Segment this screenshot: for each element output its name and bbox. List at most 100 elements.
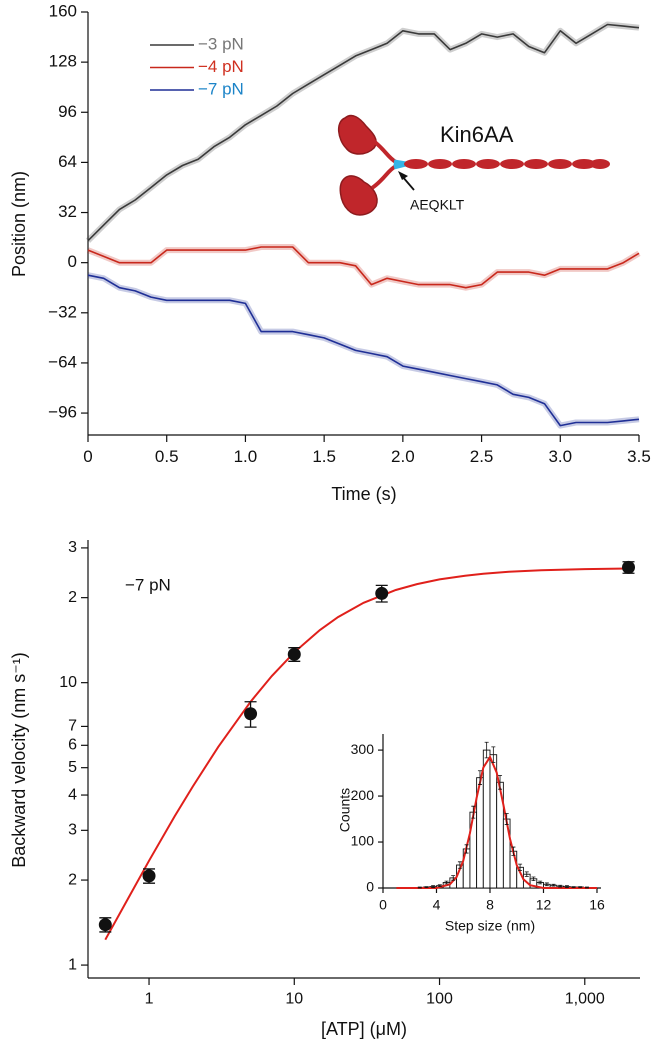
error-bar [498, 774, 503, 790]
error-bar [544, 882, 549, 887]
error-bar [464, 844, 469, 854]
error-bar [444, 880, 449, 885]
error-bar [504, 813, 509, 825]
y-tick-label: 5 [68, 759, 77, 776]
x-tick-label: 16 [589, 896, 605, 912]
data-point [142, 869, 156, 883]
error-bar [477, 770, 482, 785]
annotation: −7 pN [125, 575, 171, 594]
y-tick-label: 96 [58, 102, 77, 121]
legend-label: −3 pN [198, 34, 244, 53]
x-tick-label: 10 [285, 991, 303, 1008]
y-tick-label: 0 [68, 252, 77, 271]
diagram-label: Kin6AA [440, 122, 514, 147]
data-point [244, 707, 258, 721]
error-bar [471, 805, 476, 819]
x-axis-title: Time (s) [331, 484, 396, 504]
x-tick-label: 0 [379, 896, 387, 912]
y-tick-label: 64 [58, 152, 77, 171]
y-tick-label: −32 [48, 302, 77, 321]
error-bar [551, 883, 556, 887]
y-axis-title: Counts [337, 788, 353, 832]
y-tick-label: 1 [68, 956, 77, 973]
x-tick-label: 1 [145, 991, 154, 1008]
x-tick-label: 1.5 [312, 447, 336, 466]
motor-head [339, 175, 378, 216]
error-bar [531, 876, 536, 882]
x-axis-title: Step size (nm) [445, 918, 535, 934]
x-tick-label: 1,000 [565, 991, 605, 1008]
x-tick-label: 2.0 [391, 447, 415, 466]
error-bar [451, 875, 456, 881]
y-tick-label: 300 [351, 741, 375, 757]
x-tick-label: 0 [83, 447, 92, 466]
y-tick-label: 200 [351, 787, 375, 803]
diagram-label: AEQKLT [410, 197, 465, 213]
error-bar [578, 886, 583, 888]
error-bar [457, 861, 462, 869]
error-bar [571, 886, 576, 888]
arrow-head [398, 171, 408, 180]
modified-neck [393, 159, 407, 170]
kinesin-diagram [338, 114, 610, 216]
histogram-bar [509, 850, 518, 889]
error-bar [424, 886, 429, 888]
error-bar [417, 886, 422, 889]
error-bar [431, 885, 436, 888]
fit-curve [104, 567, 629, 941]
data-point [621, 560, 635, 574]
y-tick-label: 160 [49, 1, 77, 20]
x-tick-label: 0.5 [155, 447, 179, 466]
y-tick-label: 7 [68, 718, 77, 735]
trace [87, 274, 640, 427]
data-point [375, 586, 389, 600]
x-tick-label: 3.0 [548, 447, 572, 466]
error-bar [518, 863, 523, 871]
error-bar [558, 884, 563, 888]
y-tick-label: −64 [48, 352, 77, 371]
y-tick-label: 10 [59, 674, 77, 691]
legend-label: −4 pN [198, 57, 244, 76]
x-tick-label: 1.0 [234, 447, 258, 466]
error-bar [538, 880, 543, 885]
error-bar [511, 846, 516, 856]
y-tick-label: 32 [58, 202, 77, 221]
histogram-bar [489, 754, 498, 889]
y-axis-title: Backward velocity (nm s⁻¹) [9, 652, 29, 868]
error-bar [524, 871, 529, 877]
error-bar [564, 885, 569, 888]
legend-label: −7 pN [198, 79, 244, 98]
y-tick-label: 4 [68, 786, 77, 803]
fit-curve [396, 754, 597, 889]
trace-band [86, 244, 641, 291]
y-tick-label: 0 [366, 879, 374, 895]
y-tick-label: 2 [68, 871, 77, 888]
motor-head [338, 114, 377, 155]
x-axis-title: [ATP] (μM) [321, 1019, 407, 1039]
x-tick-label: 3.5 [627, 447, 651, 466]
y-tick-label: 100 [351, 833, 375, 849]
x-tick-label: 8 [486, 896, 494, 912]
neck-linker [370, 138, 398, 190]
error-bar [491, 746, 496, 763]
data-point [98, 918, 112, 932]
y-tick-label: 2 [68, 589, 77, 606]
data-point [287, 647, 301, 661]
y-tick-label: 3 [68, 822, 77, 839]
error-bar [484, 741, 489, 759]
x-tick-label: 2.5 [470, 447, 494, 466]
trace [87, 246, 640, 289]
coiled-coil [404, 159, 610, 169]
x-tick-label: 100 [426, 991, 453, 1008]
error-bar [437, 884, 442, 888]
trace [87, 23, 640, 242]
y-tick-label: 6 [68, 737, 77, 754]
y-axis-title: Position (nm) [9, 171, 29, 277]
y-tick-label: 128 [49, 52, 77, 71]
y-tick-label: 3 [68, 539, 77, 556]
y-tick-label: −96 [48, 403, 77, 422]
x-tick-label: 4 [433, 896, 441, 912]
trace-band [87, 272, 640, 429]
